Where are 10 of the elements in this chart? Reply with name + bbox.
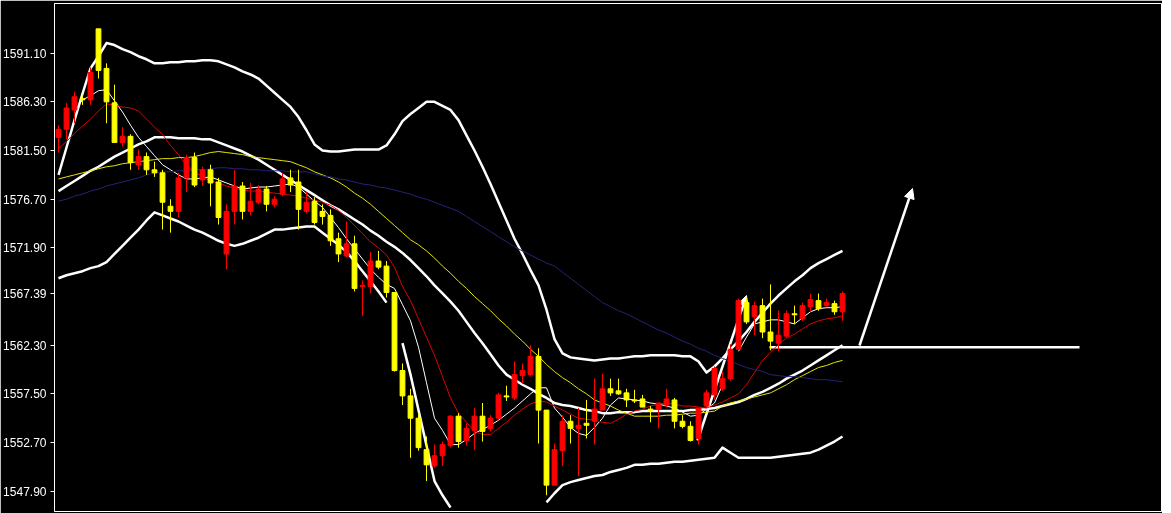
y-tick-label: 1586.30 [3,95,47,110]
y-tick-label: 1547.90 [3,484,47,499]
y-tick-label: 1552.70 [3,436,47,451]
y-tick-label: 1591.10 [3,46,47,61]
y-tick-label: 1567.39 [3,287,47,302]
y-tick-label: 1576.70 [3,192,47,207]
y-tick-label: 1581.50 [3,144,47,159]
y-tick-label: 1571.90 [3,241,47,256]
y-tick-label: 1562.30 [3,338,47,353]
y-tick-label: 1557.50 [3,387,47,402]
